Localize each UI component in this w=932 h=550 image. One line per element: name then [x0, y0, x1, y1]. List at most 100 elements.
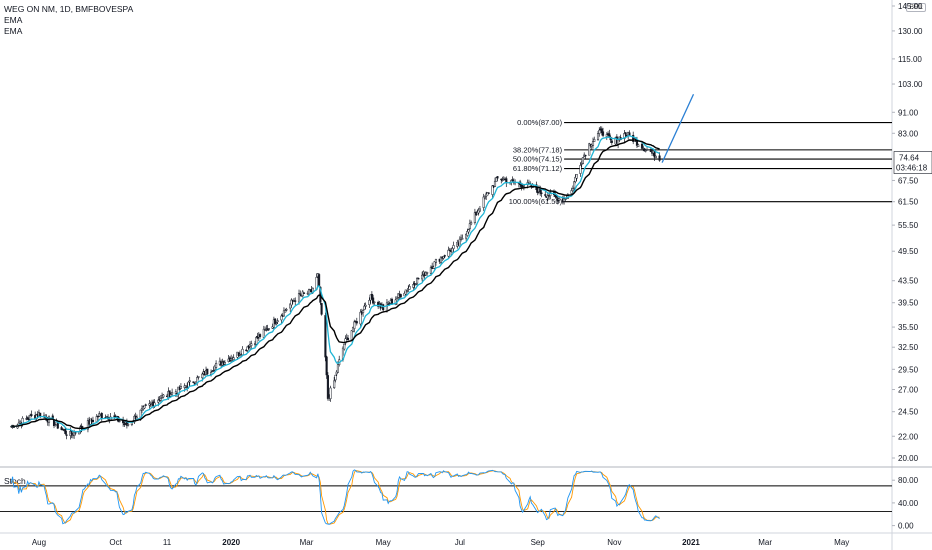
projection-line[interactable]	[661, 93, 695, 163]
fib-level-label: 38.20%(77.18)	[513, 145, 563, 154]
candle	[575, 174, 578, 179]
candle	[596, 133, 600, 140]
candle	[493, 180, 497, 187]
legend-ema-slow[interactable]: EMA	[4, 26, 23, 36]
candle	[399, 294, 402, 298]
candle	[644, 149, 647, 152]
candle	[362, 310, 365, 313]
candle	[177, 386, 180, 395]
candle	[74, 432, 77, 434]
candle	[370, 293, 373, 300]
candle	[346, 337, 350, 340]
candle	[637, 144, 640, 147]
currency-badge[interactable]: BRL	[906, 3, 926, 12]
candle	[29, 415, 32, 420]
candle	[628, 132, 631, 136]
candle	[478, 208, 481, 212]
candle	[617, 139, 620, 145]
candle	[65, 434, 68, 436]
candle	[549, 192, 552, 196]
candle	[491, 185, 494, 195]
legend-ema-fast[interactable]: EMA	[4, 15, 23, 25]
candle	[95, 416, 98, 423]
candle	[144, 404, 147, 406]
candle	[105, 416, 108, 418]
price-axis[interactable]: 145.00 130.00 115.00 103.00 91.00 83.00 67.50 6…	[892, 2, 932, 463]
stoch-title[interactable]: Stoch	[4, 476, 26, 486]
candle	[406, 290, 409, 292]
candle	[275, 322, 278, 324]
time-tick-label: Mar	[300, 538, 314, 547]
candle	[318, 274, 321, 287]
candle	[60, 427, 63, 430]
fib-level-label: 100.00%(61.50)	[509, 197, 563, 206]
candle	[581, 157, 584, 164]
candle	[574, 176, 577, 182]
candle	[259, 334, 262, 337]
candle	[289, 303, 292, 309]
candle	[294, 300, 297, 302]
candle	[372, 297, 375, 304]
candle	[416, 277, 419, 284]
candle	[171, 392, 174, 395]
candle	[201, 373, 204, 379]
candle	[486, 192, 489, 196]
candle	[610, 140, 613, 143]
candle	[179, 386, 182, 389]
fibonacci-retracement[interactable]: 0.00%(87.00) 38.20%(77.18)50.00%(74.15)61…	[509, 118, 892, 206]
candle	[640, 143, 644, 149]
candle	[329, 387, 332, 399]
ema-slow-line	[11, 139, 660, 430]
time-axis[interactable]: Aug Oct 11 2020 Mar May Jul Sep Nov 2021 Mar May	[32, 538, 849, 547]
candle	[206, 368, 209, 375]
price-tick-label: 55.50	[898, 221, 919, 230]
candle	[555, 195, 558, 198]
candle	[26, 417, 29, 420]
time-tick-label: Sep	[531, 538, 546, 547]
price-tick-label: 61.50	[898, 198, 919, 207]
candle	[241, 348, 244, 356]
candle	[188, 380, 191, 383]
candle	[408, 286, 411, 290]
candle	[593, 139, 596, 142]
price-tick-label: 145.00	[898, 2, 923, 11]
candle	[215, 362, 218, 368]
candle	[297, 293, 301, 303]
candle	[223, 362, 226, 365]
candle	[417, 278, 420, 280]
time-tick-label: 11	[163, 538, 172, 547]
candle	[468, 223, 471, 229]
price-tick-label: 27.00	[898, 386, 919, 395]
candle	[579, 165, 582, 174]
candle	[467, 229, 470, 233]
candle	[197, 376, 200, 378]
fib-level-label: 0.00%(87.00)	[517, 118, 563, 127]
candle	[623, 133, 626, 139]
candle	[325, 356, 328, 376]
candle	[439, 256, 443, 263]
candle	[443, 255, 446, 257]
candle	[658, 155, 661, 161]
candle	[363, 305, 366, 310]
candle	[495, 177, 498, 182]
price-tick-label: 115.00	[898, 55, 922, 64]
time-tick-label: 2020	[222, 538, 240, 547]
candle	[143, 405, 146, 409]
candle	[404, 289, 407, 295]
candle	[544, 194, 547, 196]
candle	[390, 298, 394, 305]
candle	[573, 181, 576, 189]
time-tick-label: Aug	[32, 538, 46, 547]
candle	[326, 375, 329, 399]
stoch-tick-label: 80.00	[898, 476, 919, 485]
price-tick-label: 49.50	[898, 247, 919, 256]
candle	[434, 259, 437, 263]
candle	[256, 336, 259, 339]
candle	[483, 196, 486, 199]
stoch-k-line	[10, 469, 660, 525]
price-tick-label: 103.00	[898, 80, 923, 89]
candle	[324, 315, 327, 358]
price-tick-label: 43.50	[898, 277, 919, 286]
